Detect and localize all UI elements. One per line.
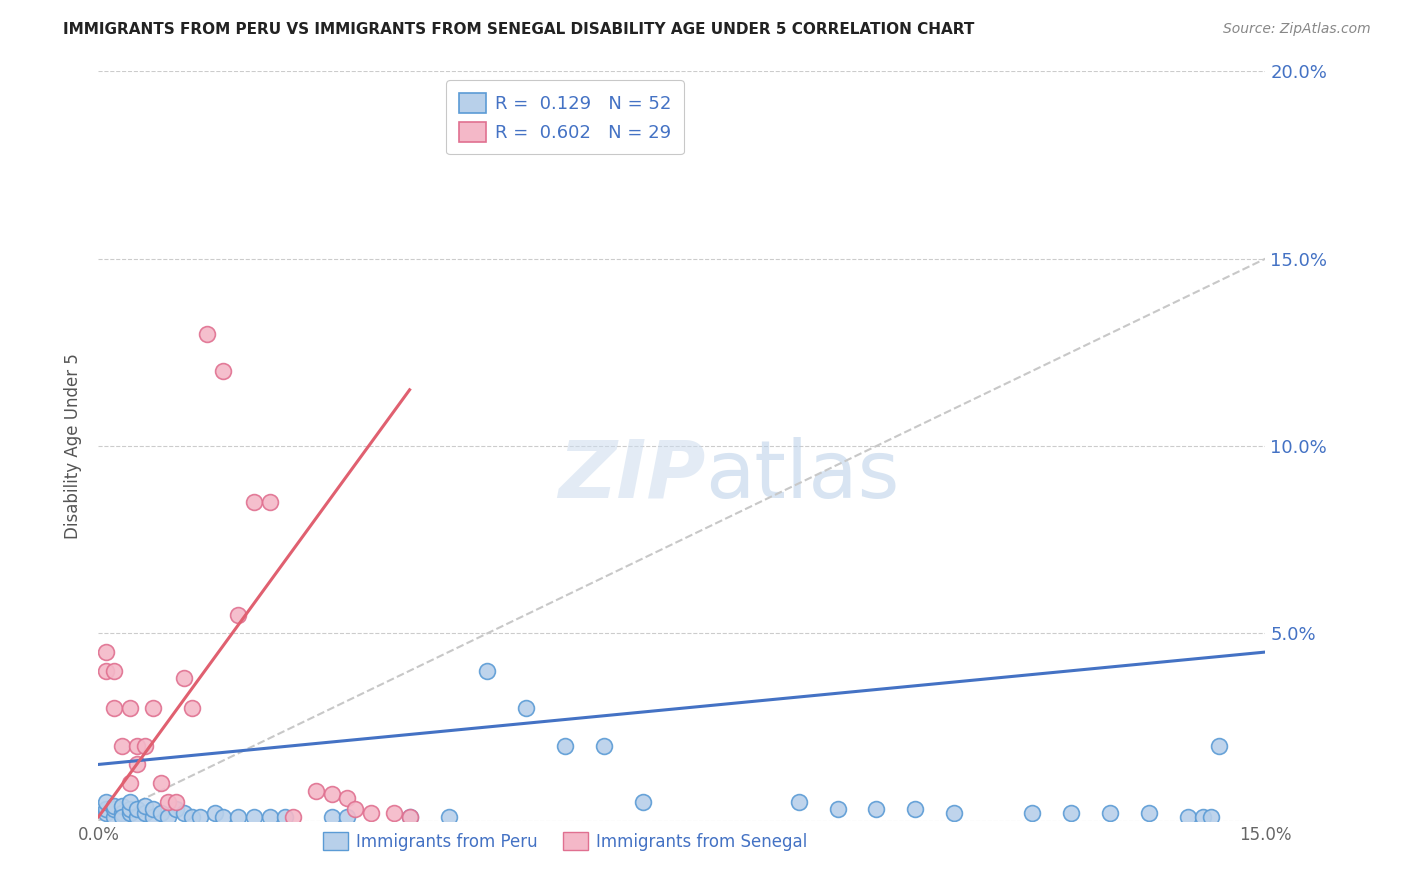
Point xyxy=(127,802,149,816)
Point xyxy=(212,364,235,378)
Point xyxy=(118,802,141,816)
Legend: Immigrants from Peru, Immigrants from Senegal: Immigrants from Peru, Immigrants from Se… xyxy=(316,825,814,857)
Point xyxy=(165,795,187,809)
Point xyxy=(127,810,149,824)
Point xyxy=(118,806,141,821)
Point xyxy=(96,806,118,821)
Point xyxy=(157,795,180,809)
Point xyxy=(515,701,537,715)
Point xyxy=(204,806,226,821)
Point xyxy=(103,810,125,824)
Point xyxy=(1208,739,1230,753)
Point xyxy=(103,802,125,816)
Point xyxy=(228,607,250,622)
Point xyxy=(865,802,887,816)
Point xyxy=(195,326,218,341)
Point xyxy=(943,806,966,821)
Y-axis label: Disability Age Under 5: Disability Age Under 5 xyxy=(65,353,83,539)
Point xyxy=(180,701,202,715)
Point xyxy=(787,795,810,809)
Point xyxy=(398,810,420,824)
Point xyxy=(142,802,165,816)
Point xyxy=(336,810,359,824)
Point xyxy=(111,806,134,821)
Point xyxy=(437,810,460,824)
Point xyxy=(1192,810,1215,824)
Point xyxy=(149,806,172,821)
Point xyxy=(259,495,281,509)
Point xyxy=(477,664,499,678)
Point xyxy=(173,671,195,685)
Point xyxy=(1021,806,1043,821)
Point xyxy=(281,810,304,824)
Point xyxy=(593,739,616,753)
Point xyxy=(165,802,187,816)
Point xyxy=(631,795,654,809)
Point xyxy=(127,757,149,772)
Point xyxy=(180,810,202,824)
Point xyxy=(134,798,156,813)
Text: IMMIGRANTS FROM PERU VS IMMIGRANTS FROM SENEGAL DISABILITY AGE UNDER 5 CORRELATI: IMMIGRANTS FROM PERU VS IMMIGRANTS FROM … xyxy=(63,22,974,37)
Point xyxy=(111,739,134,753)
Point xyxy=(360,806,382,821)
Point xyxy=(344,802,367,816)
Point xyxy=(103,664,125,678)
Point xyxy=(827,802,849,816)
Point xyxy=(111,798,134,813)
Point xyxy=(1060,806,1083,821)
Point xyxy=(228,810,250,824)
Point xyxy=(127,739,149,753)
Point xyxy=(188,810,211,824)
Point xyxy=(904,802,927,816)
Point xyxy=(336,791,359,805)
Text: ZIP: ZIP xyxy=(558,437,706,515)
Point xyxy=(212,810,235,824)
Text: atlas: atlas xyxy=(706,437,900,515)
Point xyxy=(149,776,172,790)
Point xyxy=(111,810,134,824)
Point xyxy=(243,810,266,824)
Point xyxy=(305,783,328,797)
Point xyxy=(398,810,420,824)
Point xyxy=(103,701,125,715)
Point xyxy=(118,776,141,790)
Point xyxy=(173,806,195,821)
Point xyxy=(118,795,141,809)
Point xyxy=(259,810,281,824)
Point xyxy=(554,739,576,753)
Point xyxy=(134,739,156,753)
Point xyxy=(1098,806,1121,821)
Point xyxy=(96,795,118,809)
Point xyxy=(96,802,118,816)
Point xyxy=(103,798,125,813)
Point xyxy=(382,806,405,821)
Point xyxy=(1177,810,1199,824)
Point xyxy=(142,701,165,715)
Point xyxy=(96,664,118,678)
Point xyxy=(96,645,118,659)
Point xyxy=(118,701,141,715)
Point xyxy=(157,810,180,824)
Point xyxy=(321,810,343,824)
Point xyxy=(142,810,165,824)
Point xyxy=(1199,810,1222,824)
Point xyxy=(243,495,266,509)
Point xyxy=(274,810,297,824)
Point xyxy=(321,788,343,802)
Point xyxy=(1137,806,1160,821)
Point xyxy=(134,806,156,821)
Text: Source: ZipAtlas.com: Source: ZipAtlas.com xyxy=(1223,22,1371,37)
